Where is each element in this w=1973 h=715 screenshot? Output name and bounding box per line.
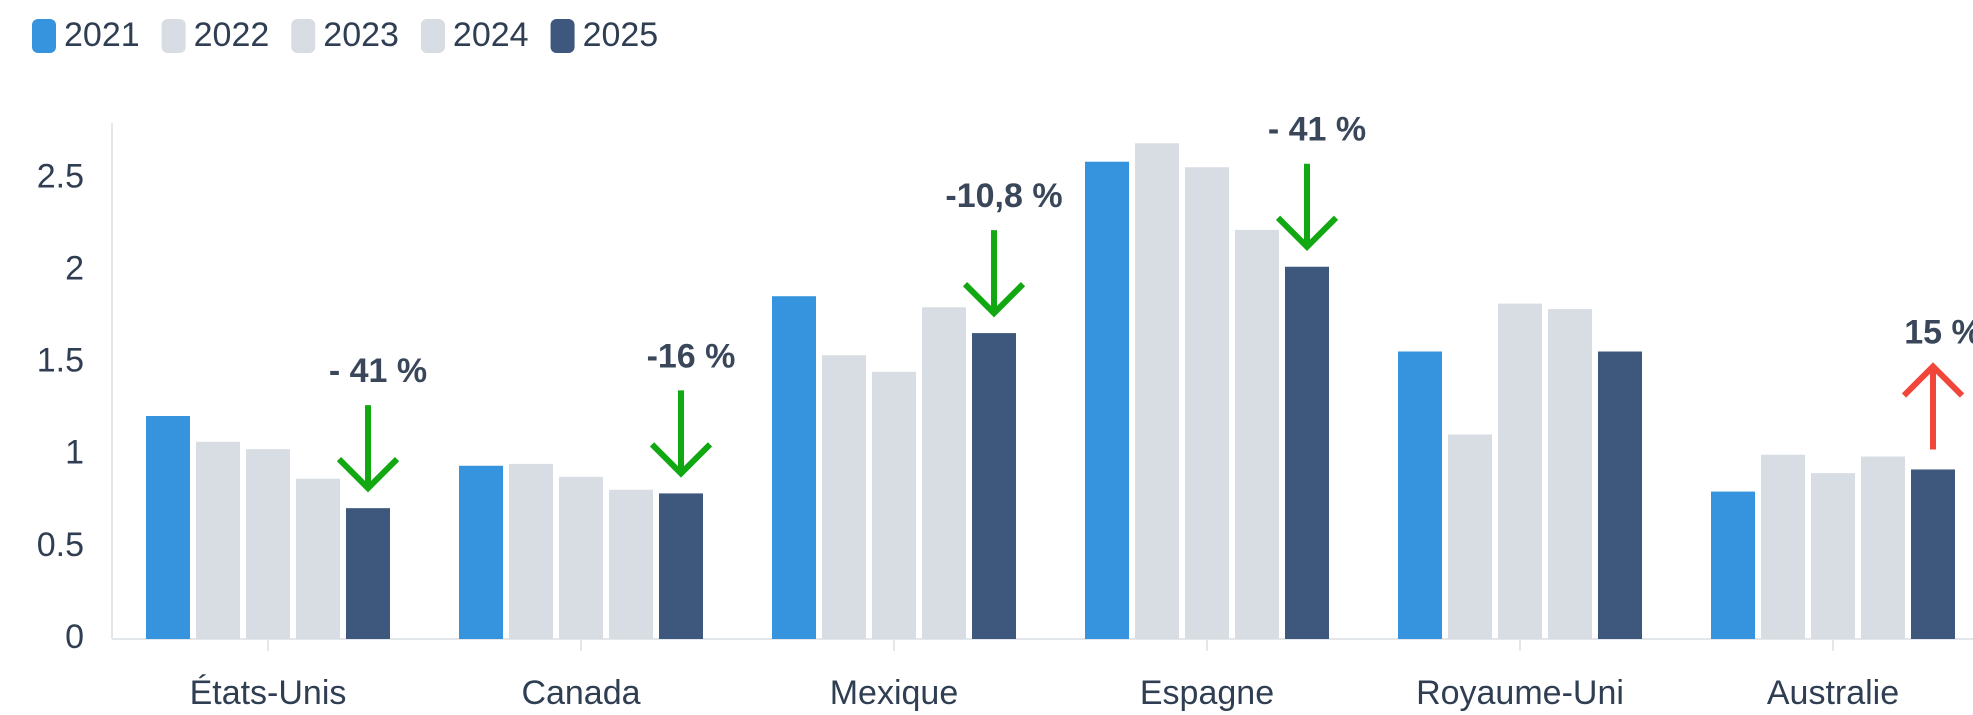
legend-swatch <box>291 19 316 53</box>
legend-label: 2021 <box>64 16 140 54</box>
legend-swatch <box>32 19 56 53</box>
annotation: 15 % <box>1904 313 1973 351</box>
bar <box>1185 167 1229 639</box>
annotation-arrowhead <box>1275 215 1339 251</box>
bar <box>246 449 290 639</box>
bar <box>559 476 603 639</box>
bar <box>872 371 916 639</box>
bar <box>659 493 703 639</box>
bar <box>1235 229 1279 639</box>
bar <box>1598 351 1642 639</box>
legend-label: 2022 <box>194 16 270 54</box>
bar <box>1085 161 1129 639</box>
bar <box>1135 143 1179 639</box>
x-tick-label: Australie <box>1767 674 1899 712</box>
annotation: -10,8 % <box>945 177 1062 215</box>
bar <box>196 441 240 639</box>
bar <box>1498 303 1542 639</box>
annotation-arrowhead <box>1901 362 1965 398</box>
bar <box>459 465 503 639</box>
x-tick-label: Mexique <box>830 674 959 712</box>
legend-label: 2025 <box>583 16 659 54</box>
legend-swatch <box>161 19 186 53</box>
y-tick-label: 0.5 <box>37 526 84 564</box>
bar <box>296 478 340 639</box>
bar <box>922 307 966 639</box>
y-tick-label: 1 <box>65 434 84 472</box>
bar <box>346 508 390 639</box>
bar <box>1711 491 1755 639</box>
annotation: - 41 % <box>1268 111 1366 149</box>
bar <box>1285 266 1329 639</box>
y-tick-label: 2.5 <box>37 157 84 195</box>
y-tick-label: 0 <box>65 618 84 656</box>
y-tick-label: 2 <box>65 249 84 287</box>
annotation-arrowhead <box>649 442 713 478</box>
bar <box>1548 309 1592 639</box>
legend-label: 2023 <box>323 16 399 54</box>
bar <box>1811 473 1855 639</box>
bar <box>772 296 816 639</box>
bar <box>822 355 866 639</box>
x-tick-label: États-Unis <box>190 674 347 712</box>
y-tick-label: 1.5 <box>37 342 84 380</box>
legend-swatch <box>550 19 575 53</box>
bar <box>1861 456 1905 639</box>
bar <box>1398 351 1442 639</box>
annotation-arrowhead <box>962 281 1026 318</box>
annotation: -16 % <box>647 337 736 375</box>
bar <box>1448 434 1492 639</box>
x-tick-label: Canada <box>521 674 640 712</box>
bar <box>1911 469 1955 639</box>
bar <box>146 416 190 639</box>
bar <box>972 333 1016 639</box>
annotation-arrowhead <box>336 457 400 493</box>
annotation: - 41 % <box>329 352 427 390</box>
bar <box>1761 454 1805 639</box>
x-tick-label: Royaume-Uni <box>1416 674 1624 712</box>
x-tick-label: Espagne <box>1140 674 1274 712</box>
bar <box>609 489 653 639</box>
bar <box>509 463 553 639</box>
legend-label: 2024 <box>453 16 529 54</box>
legend-swatch <box>420 19 445 53</box>
